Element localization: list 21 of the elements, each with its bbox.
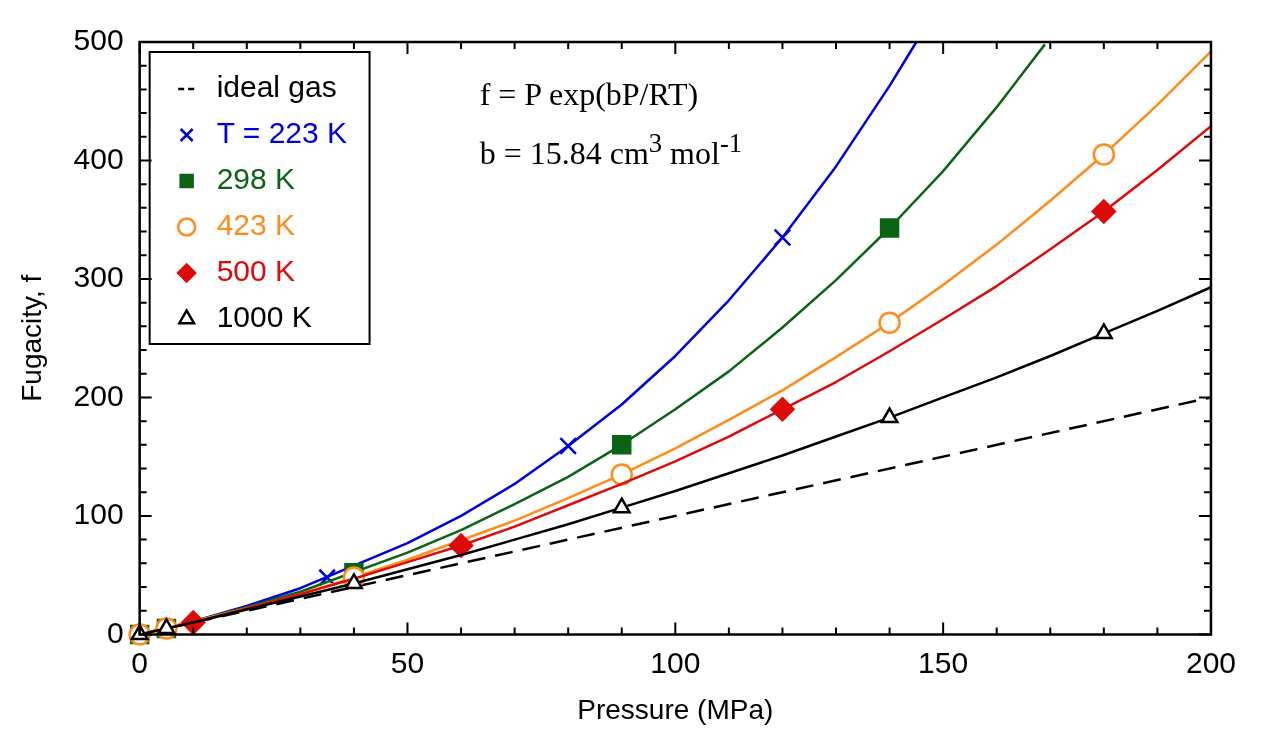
y-tick-label: 200 [73,378,124,412]
x-axis-title: Pressure (MPa) [577,693,774,725]
legend-label: 423 K [216,208,296,242]
x-tick-label: 200 [1185,645,1236,679]
x-tick-label: 100 [650,645,701,679]
annotation: b = 15.84 cm$^{3}$ mol$^{-1}$ [479,128,743,172]
legend-label: 500 K [216,254,296,288]
x-tick-label: 50 [390,645,425,679]
x-tick-label: 0 [131,645,148,679]
y-tick-label: 500 [73,23,124,57]
y-tick-label: 0 [106,615,124,649]
legend-label: 298 K [216,162,296,196]
legend-label: T = 223 K [216,116,348,150]
legend-label: ideal gas [216,70,337,104]
y-tick-label: 300 [73,260,124,294]
legend-label: 1000 K [216,300,312,334]
y-tick-label: 100 [73,497,124,531]
x-tick-label: 150 [918,645,969,679]
annotation: f = P exp(bP/RT) [479,76,699,113]
y-tick-label: 400 [73,141,124,175]
y-axis-title: Fugacity, f [15,274,47,402]
